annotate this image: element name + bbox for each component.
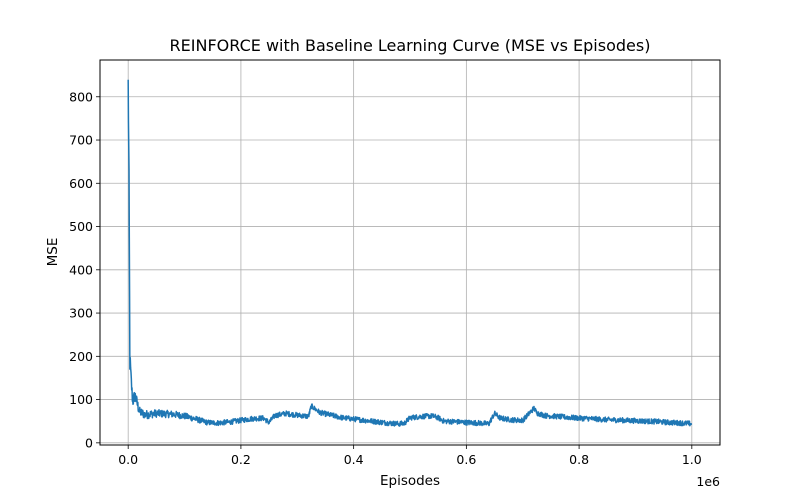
chart-title: REINFORCE with Baseline Learning Curve (… bbox=[170, 36, 651, 55]
y-tick-label: 400 bbox=[69, 262, 93, 277]
x-axis: 0.0 0.2 0.4 0.6 0.8 1.0 bbox=[118, 445, 702, 467]
x-tick-label: 1.0 bbox=[682, 452, 702, 467]
y-tick-label: 500 bbox=[69, 219, 93, 234]
x-tick-label: 0.6 bbox=[456, 452, 476, 467]
series-layer bbox=[127, 79, 693, 427]
y-tick-label: 700 bbox=[69, 133, 93, 148]
y-tick-label: 600 bbox=[69, 176, 93, 191]
grid bbox=[100, 60, 720, 445]
x-axis-label: Episodes bbox=[380, 473, 440, 489]
mse-series-line bbox=[127, 79, 693, 427]
plot-frame bbox=[99, 59, 721, 446]
y-axis: 0 100 200 300 400 500 600 700 800 bbox=[69, 89, 100, 450]
y-tick-label: 0 bbox=[85, 435, 93, 450]
x-tick-label: 0.8 bbox=[569, 452, 589, 467]
x-offset-label: 1e6 bbox=[696, 474, 720, 489]
y-tick-label: 800 bbox=[69, 89, 93, 104]
y-axis-label: MSE bbox=[45, 238, 61, 267]
x-tick-label: 0.4 bbox=[344, 452, 364, 467]
y-tick-label: 300 bbox=[69, 306, 93, 321]
y-tick-label: 200 bbox=[69, 349, 93, 364]
y-tick-label: 100 bbox=[69, 392, 93, 407]
x-tick-label: 0.2 bbox=[231, 452, 251, 467]
x-tick-label: 0.0 bbox=[118, 452, 138, 467]
